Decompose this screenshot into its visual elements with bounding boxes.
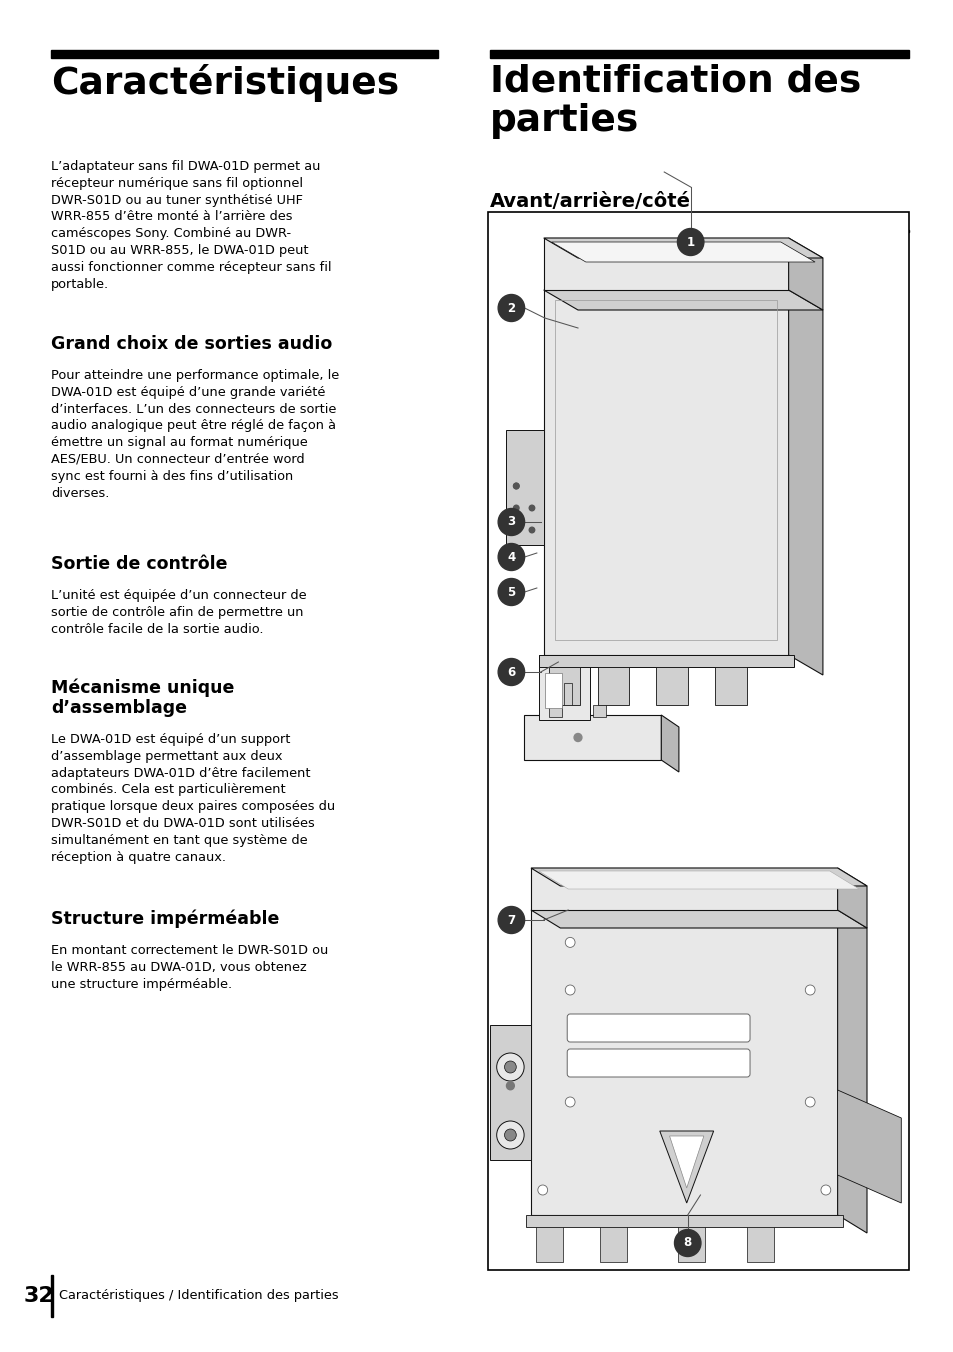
Circle shape: [504, 1061, 516, 1073]
Polygon shape: [531, 910, 866, 927]
Bar: [538, 654, 793, 667]
Bar: [489, 50, 908, 58]
Polygon shape: [669, 1136, 703, 1188]
Circle shape: [506, 1082, 514, 1090]
Bar: [678, 1228, 704, 1261]
FancyBboxPatch shape: [567, 1049, 749, 1078]
Polygon shape: [543, 238, 822, 258]
Bar: [715, 667, 745, 704]
Circle shape: [513, 483, 518, 489]
Circle shape: [497, 544, 524, 571]
Circle shape: [565, 986, 575, 995]
Bar: [506, 430, 543, 545]
Polygon shape: [837, 868, 866, 927]
Bar: [487, 212, 908, 1270]
Text: 4: 4: [507, 550, 515, 564]
Text: 2: 2: [507, 301, 515, 315]
Bar: [598, 1228, 626, 1261]
Circle shape: [529, 527, 534, 533]
Bar: [563, 683, 572, 704]
Text: 1: 1: [686, 235, 694, 249]
Bar: [51, 50, 437, 58]
Bar: [656, 667, 687, 704]
Circle shape: [497, 508, 524, 535]
Polygon shape: [523, 715, 660, 760]
Circle shape: [497, 579, 524, 606]
Bar: [51, 1275, 53, 1317]
Text: Avant/arrière/côté: Avant/arrière/côté: [489, 192, 690, 211]
Bar: [555, 300, 776, 639]
Circle shape: [513, 527, 518, 533]
Circle shape: [537, 1184, 547, 1195]
Text: 7: 7: [507, 914, 515, 926]
Polygon shape: [837, 1090, 901, 1203]
Bar: [597, 667, 628, 704]
Text: L’adaptateur sans fil DWA-01D permet au
récepteur numérique sans fil optionnel
D: L’adaptateur sans fil DWA-01D permet au …: [51, 160, 331, 291]
Polygon shape: [538, 871, 859, 890]
Circle shape: [513, 483, 518, 489]
Polygon shape: [531, 910, 837, 1215]
Polygon shape: [531, 868, 866, 886]
Polygon shape: [551, 242, 814, 262]
Text: Caractéristiques: Caractéristiques: [51, 64, 398, 101]
Text: Pour atteindre une performance optimale, le
DWA-01D est équipé d’une grande vari: Pour atteindre une performance optimale,…: [51, 369, 339, 500]
Polygon shape: [660, 715, 679, 772]
Polygon shape: [543, 289, 822, 310]
Text: 32: 32: [24, 1286, 54, 1306]
Text: Mécanisme unique
d’assemblage: Mécanisme unique d’assemblage: [51, 677, 234, 717]
Text: 5: 5: [507, 585, 515, 599]
Polygon shape: [788, 289, 822, 675]
Text: Sortie de contrôle: Sortie de contrôle: [51, 556, 227, 573]
Bar: [489, 1025, 531, 1160]
Circle shape: [821, 1184, 830, 1195]
Text: L’unité est équipée d’un connecteur de
sortie de contrôle afin de permettre un
c: L’unité est équipée d’un connecteur de s…: [51, 589, 306, 635]
Text: Structure impérméable: Structure impérméable: [51, 910, 279, 929]
Polygon shape: [543, 289, 788, 654]
Text: Identification des
parties: Identification des parties: [489, 64, 861, 139]
Circle shape: [497, 658, 524, 685]
Circle shape: [513, 506, 518, 511]
Circle shape: [504, 1129, 516, 1141]
Polygon shape: [659, 1132, 713, 1203]
Circle shape: [565, 1096, 575, 1107]
Circle shape: [804, 986, 814, 995]
Bar: [544, 673, 561, 708]
Bar: [548, 667, 579, 704]
Circle shape: [565, 937, 575, 948]
Circle shape: [677, 228, 703, 256]
FancyBboxPatch shape: [567, 1014, 749, 1042]
Circle shape: [497, 1121, 523, 1149]
Text: 3: 3: [507, 515, 515, 529]
Circle shape: [574, 734, 581, 741]
Text: 6: 6: [507, 665, 515, 679]
Bar: [525, 1215, 841, 1228]
Polygon shape: [543, 238, 788, 289]
Bar: [745, 1228, 773, 1261]
Bar: [592, 704, 606, 717]
Circle shape: [804, 1096, 814, 1107]
Bar: [489, 230, 908, 233]
Circle shape: [497, 295, 524, 322]
Polygon shape: [837, 910, 866, 1233]
Circle shape: [674, 1229, 700, 1256]
Text: Grand choix de sorties audio: Grand choix de sorties audio: [51, 335, 332, 353]
Text: Caractéristiques / Identification des parties: Caractéristiques / Identification des pa…: [59, 1290, 338, 1302]
Text: En montant correctement le DWR-S01D ou
le WRR-855 au DWA-01D, vous obtenez
une s: En montant correctement le DWR-S01D ou l…: [51, 944, 328, 991]
Polygon shape: [531, 868, 837, 910]
Text: Le DWA-01D est équipé d’un support
d’assemblage permettant aux deux
adaptateurs : Le DWA-01D est équipé d’un support d’ass…: [51, 733, 335, 864]
Text: 8: 8: [683, 1237, 691, 1249]
Bar: [536, 1228, 562, 1261]
Bar: [538, 654, 589, 721]
Circle shape: [529, 506, 534, 511]
Bar: [548, 704, 561, 717]
Circle shape: [497, 1053, 523, 1082]
Circle shape: [497, 906, 524, 933]
Polygon shape: [788, 238, 822, 310]
